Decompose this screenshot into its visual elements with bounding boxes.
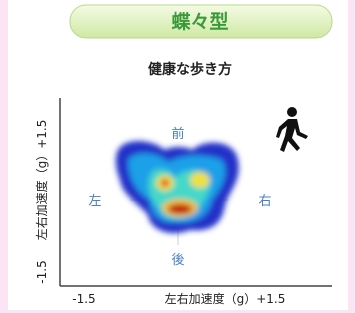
subtitle: 健康な歩き方 — [148, 61, 232, 78]
title: 蝶々型 — [171, 10, 228, 33]
y-axis-label: 左右加速度（g）+1.5 — [34, 120, 49, 241]
figure: 蝶々型 健康な歩き方 前 左 右 後 -1.5 左右加速度（g）+1.5 -1.… — [0, 0, 355, 313]
direction-label: 前 — [171, 126, 184, 142]
x-min-label: -1.5 — [72, 292, 95, 306]
x-axis-label: 左右加速度（g）+1.5 — [165, 291, 286, 306]
page: 蝶々型 健康な歩き方 前 左 右 後 -1.5 左右加速度（g）+1.5 -1.… — [0, 0, 355, 313]
direction-label: 右 — [258, 194, 271, 209]
direction-label: 左 — [88, 194, 101, 209]
direction-label: 後 — [171, 253, 184, 268]
y-min-label: -1.5 — [35, 260, 49, 283]
